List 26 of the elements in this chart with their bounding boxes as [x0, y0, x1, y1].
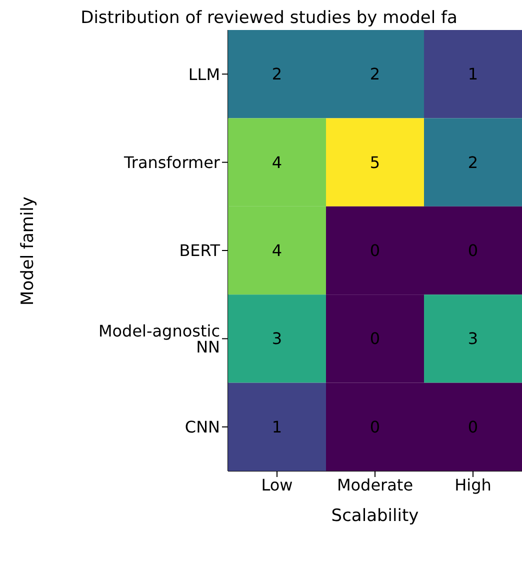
x-tick-label: Moderate	[336, 475, 414, 494]
chart-title: Distribution of reviewed studies by model fa	[80, 8, 458, 28]
data-label: 0	[370, 329, 380, 348]
data-label: 5	[370, 152, 380, 172]
data-label: 0	[468, 241, 478, 260]
y-tick-label: BERT	[179, 241, 220, 260]
data-label: 2	[370, 64, 380, 84]
data-label: 2	[468, 152, 478, 172]
x-tick-label: Low	[261, 475, 293, 494]
data-label: 2	[272, 64, 282, 84]
data-label: 4	[272, 241, 282, 260]
data-label: 3	[468, 329, 478, 348]
data-label: 0	[370, 241, 380, 260]
y-axis-title: Model family	[18, 196, 38, 305]
y-tick-label: LLM	[188, 64, 220, 84]
data-label: 1	[468, 64, 478, 84]
data-label: 1	[272, 417, 282, 436]
y-tick-label: Transformer	[122, 152, 220, 172]
data-label: 0	[468, 417, 478, 436]
y-tick-label: Model-agnostic NN	[98, 321, 220, 356]
y-tick-label: CNN	[184, 418, 220, 437]
data-label: 3	[272, 329, 282, 348]
data-label: 0	[370, 417, 380, 436]
x-tick-label: High	[454, 475, 492, 494]
x-axis-title: Scalability	[331, 506, 419, 526]
data-label: 4	[272, 152, 282, 172]
